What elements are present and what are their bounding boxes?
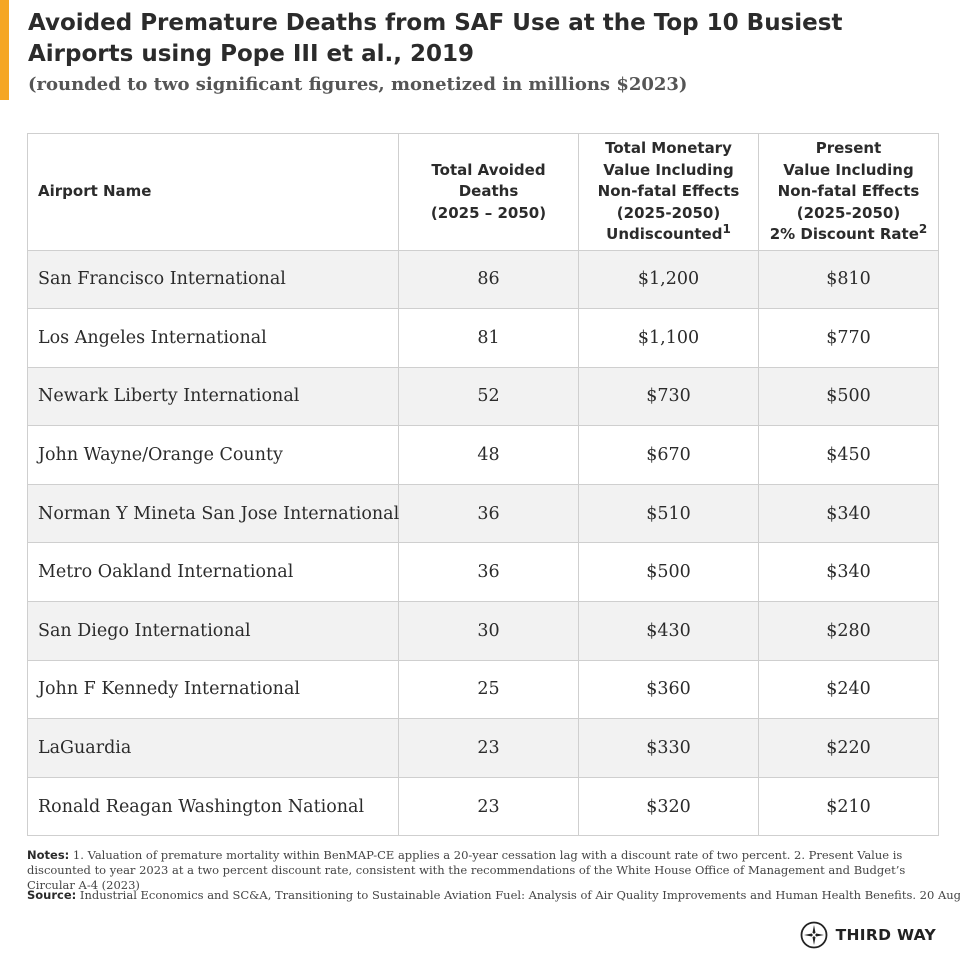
- avoided-deaths-cell: 86: [398, 249, 579, 310]
- airport-name-cell: LaGuardia: [27, 718, 399, 778]
- avoided-deaths-cell: 25: [398, 659, 579, 720]
- table-row: Los Angeles International 81 $1,100 $770: [27, 308, 939, 368]
- undiscounted-value-cell: $510: [578, 483, 759, 544]
- table-header-row: Airport Name Total Avoided Deaths (2025 – …: [27, 133, 939, 251]
- undiscounted-value-cell: $730: [578, 366, 759, 427]
- airport-name-cell: Norman Y Mineta San Jose International: [27, 483, 399, 544]
- logo-text: THIRD WAY: [835, 926, 936, 944]
- column-header-airport-name: Airport Name: [27, 133, 399, 251]
- table-row: Metro Oakland International 36 $500 $340: [27, 542, 939, 603]
- column-header-line: 2% Discount Rate2: [769, 222, 928, 243]
- column-header-present-value: Present Value Including Non-fatal Effects (…: [758, 133, 939, 251]
- third-way-logo: THIRD WAY: [800, 921, 936, 949]
- undiscounted-value-cell: $1,200: [578, 249, 759, 310]
- present-value-cell: $340: [758, 542, 939, 603]
- table-row: San Diego International 30 $430 $280: [27, 601, 939, 661]
- table-body: San Francisco International 86 $1,200 $810 L…: [27, 249, 939, 837]
- table-row: John Wayne/Orange County 48 $670 $450: [27, 425, 939, 485]
- column-header-undiscounted-value: Total Monetary Value Including Non-fatal E…: [578, 133, 759, 251]
- undiscounted-value-cell: $1,100: [578, 308, 759, 368]
- undiscounted-value-cell: $330: [578, 718, 759, 778]
- column-header-line: Value Including: [783, 160, 914, 179]
- column-header-avoided-deaths: Total Avoided Deaths (2025 – 2050): [398, 133, 579, 251]
- footnote-marker: 1: [722, 222, 731, 236]
- table-row: Newark Liberty International 52 $730 $500: [27, 366, 939, 427]
- source-text: Industrial Economics and SC&A, Transitio…: [76, 888, 960, 902]
- source-label: Source:: [27, 888, 77, 902]
- column-header-line: Non-fatal Effects: [777, 182, 920, 200]
- accent-bar: [0, 0, 9, 100]
- table-row: LaGuardia 23 $330 $220: [27, 718, 939, 778]
- airport-name-cell: John F Kennedy International: [27, 659, 399, 720]
- source: Source: Industrial Economics and SC&A, T…: [27, 888, 960, 903]
- column-header-line: Value Including: [603, 160, 734, 179]
- table-row: Ronald Reagan Washington National 23 $320 $…: [27, 776, 939, 837]
- column-header-line: Non-fatal Effects: [597, 182, 740, 200]
- undiscounted-value-cell: $500: [578, 542, 759, 603]
- column-header-line: (2025-2050): [616, 203, 721, 222]
- undiscounted-value-cell: $320: [578, 776, 759, 837]
- notes-text: 1. Valuation of premature mortality with…: [27, 848, 906, 892]
- undiscounted-value-cell: $360: [578, 659, 759, 720]
- column-header-line: Undiscounted1: [606, 222, 731, 243]
- notes: Notes: 1. Valuation of premature mortali…: [27, 848, 937, 893]
- present-value-cell: $810: [758, 249, 939, 310]
- airport-name-cell: San Diego International: [27, 601, 399, 661]
- avoided-deaths-cell: 81: [398, 308, 579, 368]
- column-header-line: (2025-2050): [796, 203, 901, 222]
- airport-name-cell: Metro Oakland International: [27, 542, 399, 603]
- avoided-deaths-cell: 48: [398, 425, 579, 485]
- notes-label: Notes:: [27, 848, 70, 862]
- present-value-cell: $500: [758, 366, 939, 427]
- avoided-deaths-cell: 30: [398, 601, 579, 661]
- present-value-cell: $340: [758, 483, 939, 544]
- table-row: John F Kennedy International 25 $360 $240: [27, 659, 939, 720]
- present-value-cell: $770: [758, 308, 939, 368]
- airport-name-cell: Ronald Reagan Washington National: [27, 776, 399, 837]
- avoided-deaths-cell: 52: [398, 366, 579, 427]
- avoided-deaths-cell: 36: [398, 542, 579, 603]
- avoided-deaths-cell: 23: [398, 776, 579, 837]
- airport-name-cell: Newark Liberty International: [27, 366, 399, 427]
- data-table: Airport Name Total Avoided Deaths (2025 – …: [27, 133, 939, 837]
- airport-name-cell: Los Angeles International: [27, 308, 399, 368]
- column-header-line: Airport Name: [38, 182, 152, 200]
- avoided-deaths-cell: 36: [398, 483, 579, 544]
- present-value-cell: $240: [758, 659, 939, 720]
- column-header-line: Present: [815, 139, 882, 157]
- undiscounted-value-cell: $670: [578, 425, 759, 485]
- column-header-line: Total Avoided: [431, 160, 546, 179]
- column-header-line: (2025 – 2050): [430, 203, 547, 222]
- column-header-line: Deaths: [458, 182, 519, 200]
- footnote-marker: 2: [918, 222, 928, 236]
- undiscounted-value-cell: $430: [578, 601, 759, 661]
- present-value-cell: $280: [758, 601, 939, 661]
- avoided-deaths-cell: 23: [398, 718, 579, 778]
- column-header-line: Total Monetary: [605, 139, 732, 157]
- airport-name-cell: San Francisco International: [27, 249, 399, 310]
- table-row: Norman Y Mineta San Jose International 36…: [27, 483, 939, 544]
- present-value-cell: $210: [758, 776, 939, 837]
- airport-name-cell: John Wayne/Orange County: [27, 425, 399, 485]
- present-value-cell: $220: [758, 718, 939, 778]
- chart-subtitle: (rounded to two significant figures, mon…: [28, 74, 688, 95]
- chart-title: Avoided Premature Deaths from SAF Use at…: [28, 10, 843, 67]
- present-value-cell: $450: [758, 425, 939, 485]
- compass-star-icon: [800, 921, 828, 949]
- table-row: San Francisco International 86 $1,200 $810: [27, 249, 939, 310]
